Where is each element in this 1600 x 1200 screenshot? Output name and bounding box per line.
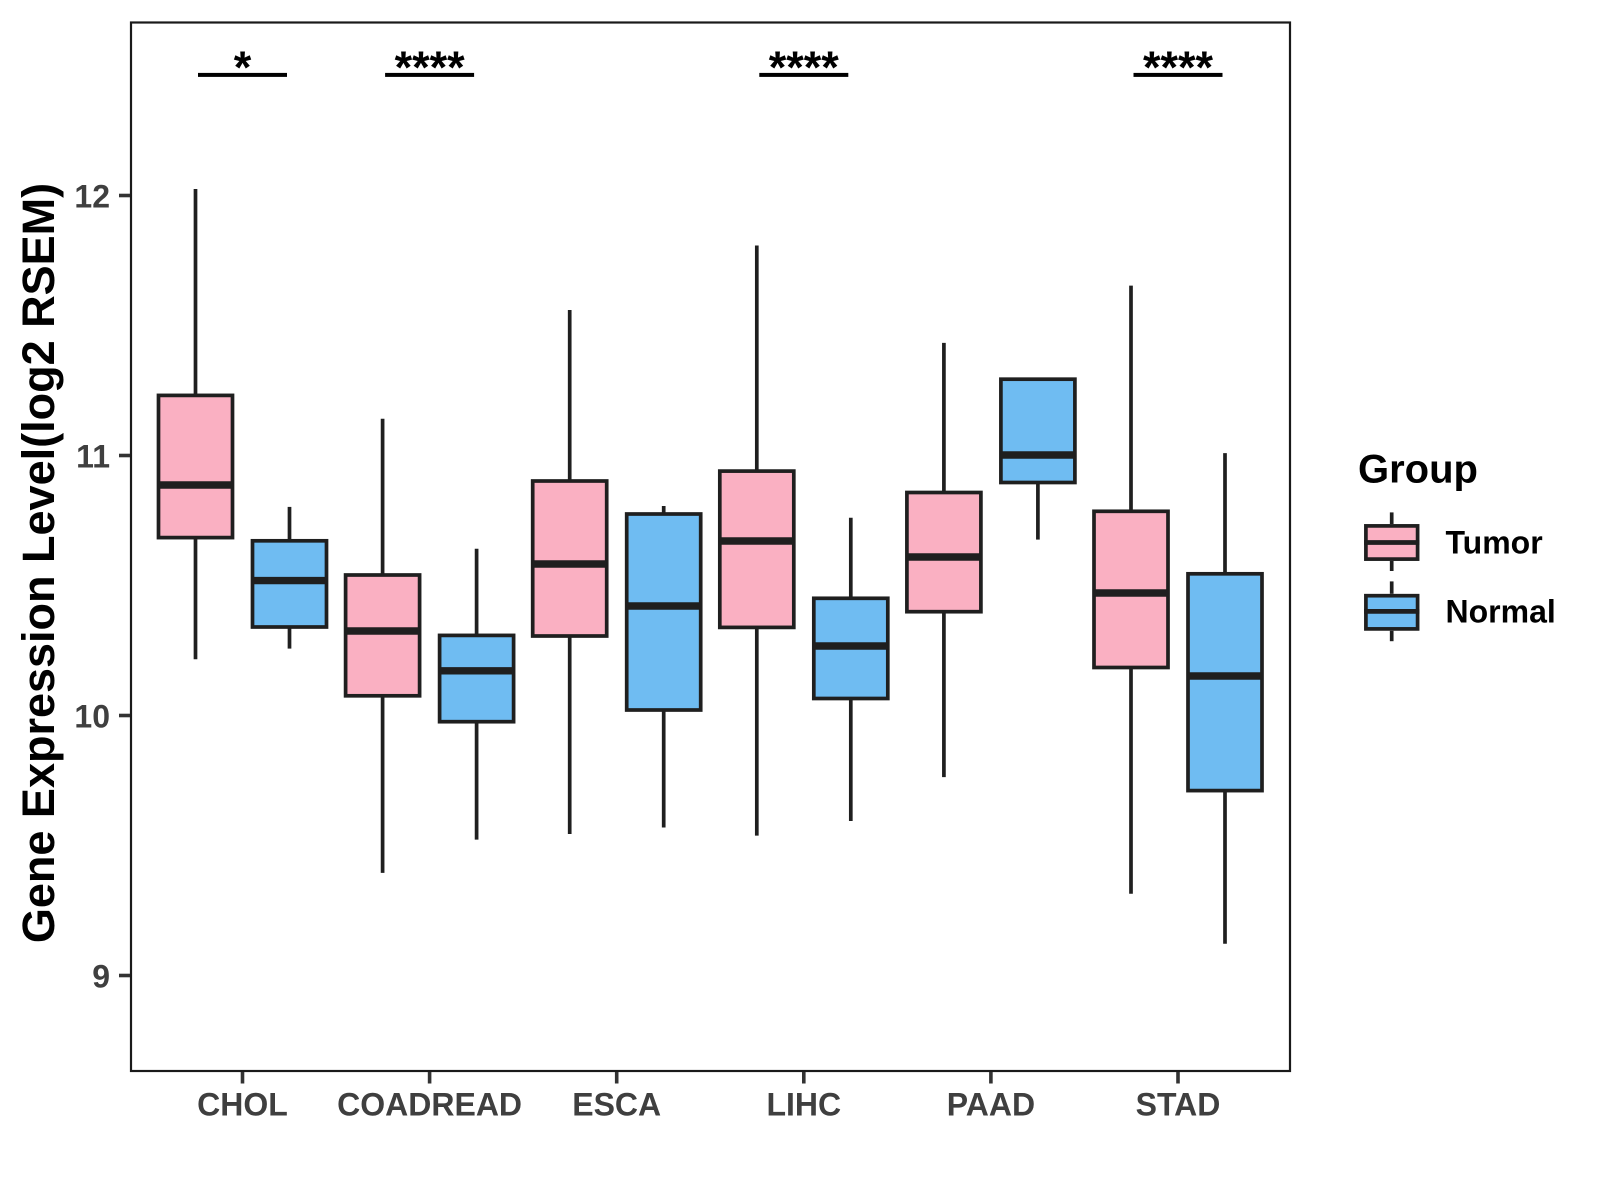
svg-text:PAAD: PAAD	[947, 1087, 1035, 1123]
svg-text:Gene Expression Level(log2 RSE: Gene Expression Level(log2 RSEM)	[13, 183, 64, 943]
svg-text:****: ****	[769, 42, 840, 93]
svg-text:Normal: Normal	[1446, 593, 1556, 629]
svg-text:*: *	[234, 42, 252, 93]
svg-text:11: 11	[76, 439, 110, 475]
svg-text:10: 10	[74, 699, 110, 735]
svg-text:9: 9	[92, 959, 110, 995]
svg-text:12: 12	[74, 179, 110, 215]
svg-text:Tumor: Tumor	[1446, 525, 1543, 561]
svg-text:LIHC: LIHC	[766, 1087, 841, 1123]
svg-text:****: ****	[395, 42, 466, 93]
svg-text:COADREAD: COADREAD	[337, 1087, 522, 1123]
svg-text:****: ****	[1143, 42, 1214, 93]
svg-text:ESCA: ESCA	[572, 1087, 661, 1123]
svg-text:STAD: STAD	[1136, 1087, 1221, 1123]
svg-text:CHOL: CHOL	[197, 1087, 288, 1123]
svg-text:Group: Group	[1358, 447, 1478, 491]
